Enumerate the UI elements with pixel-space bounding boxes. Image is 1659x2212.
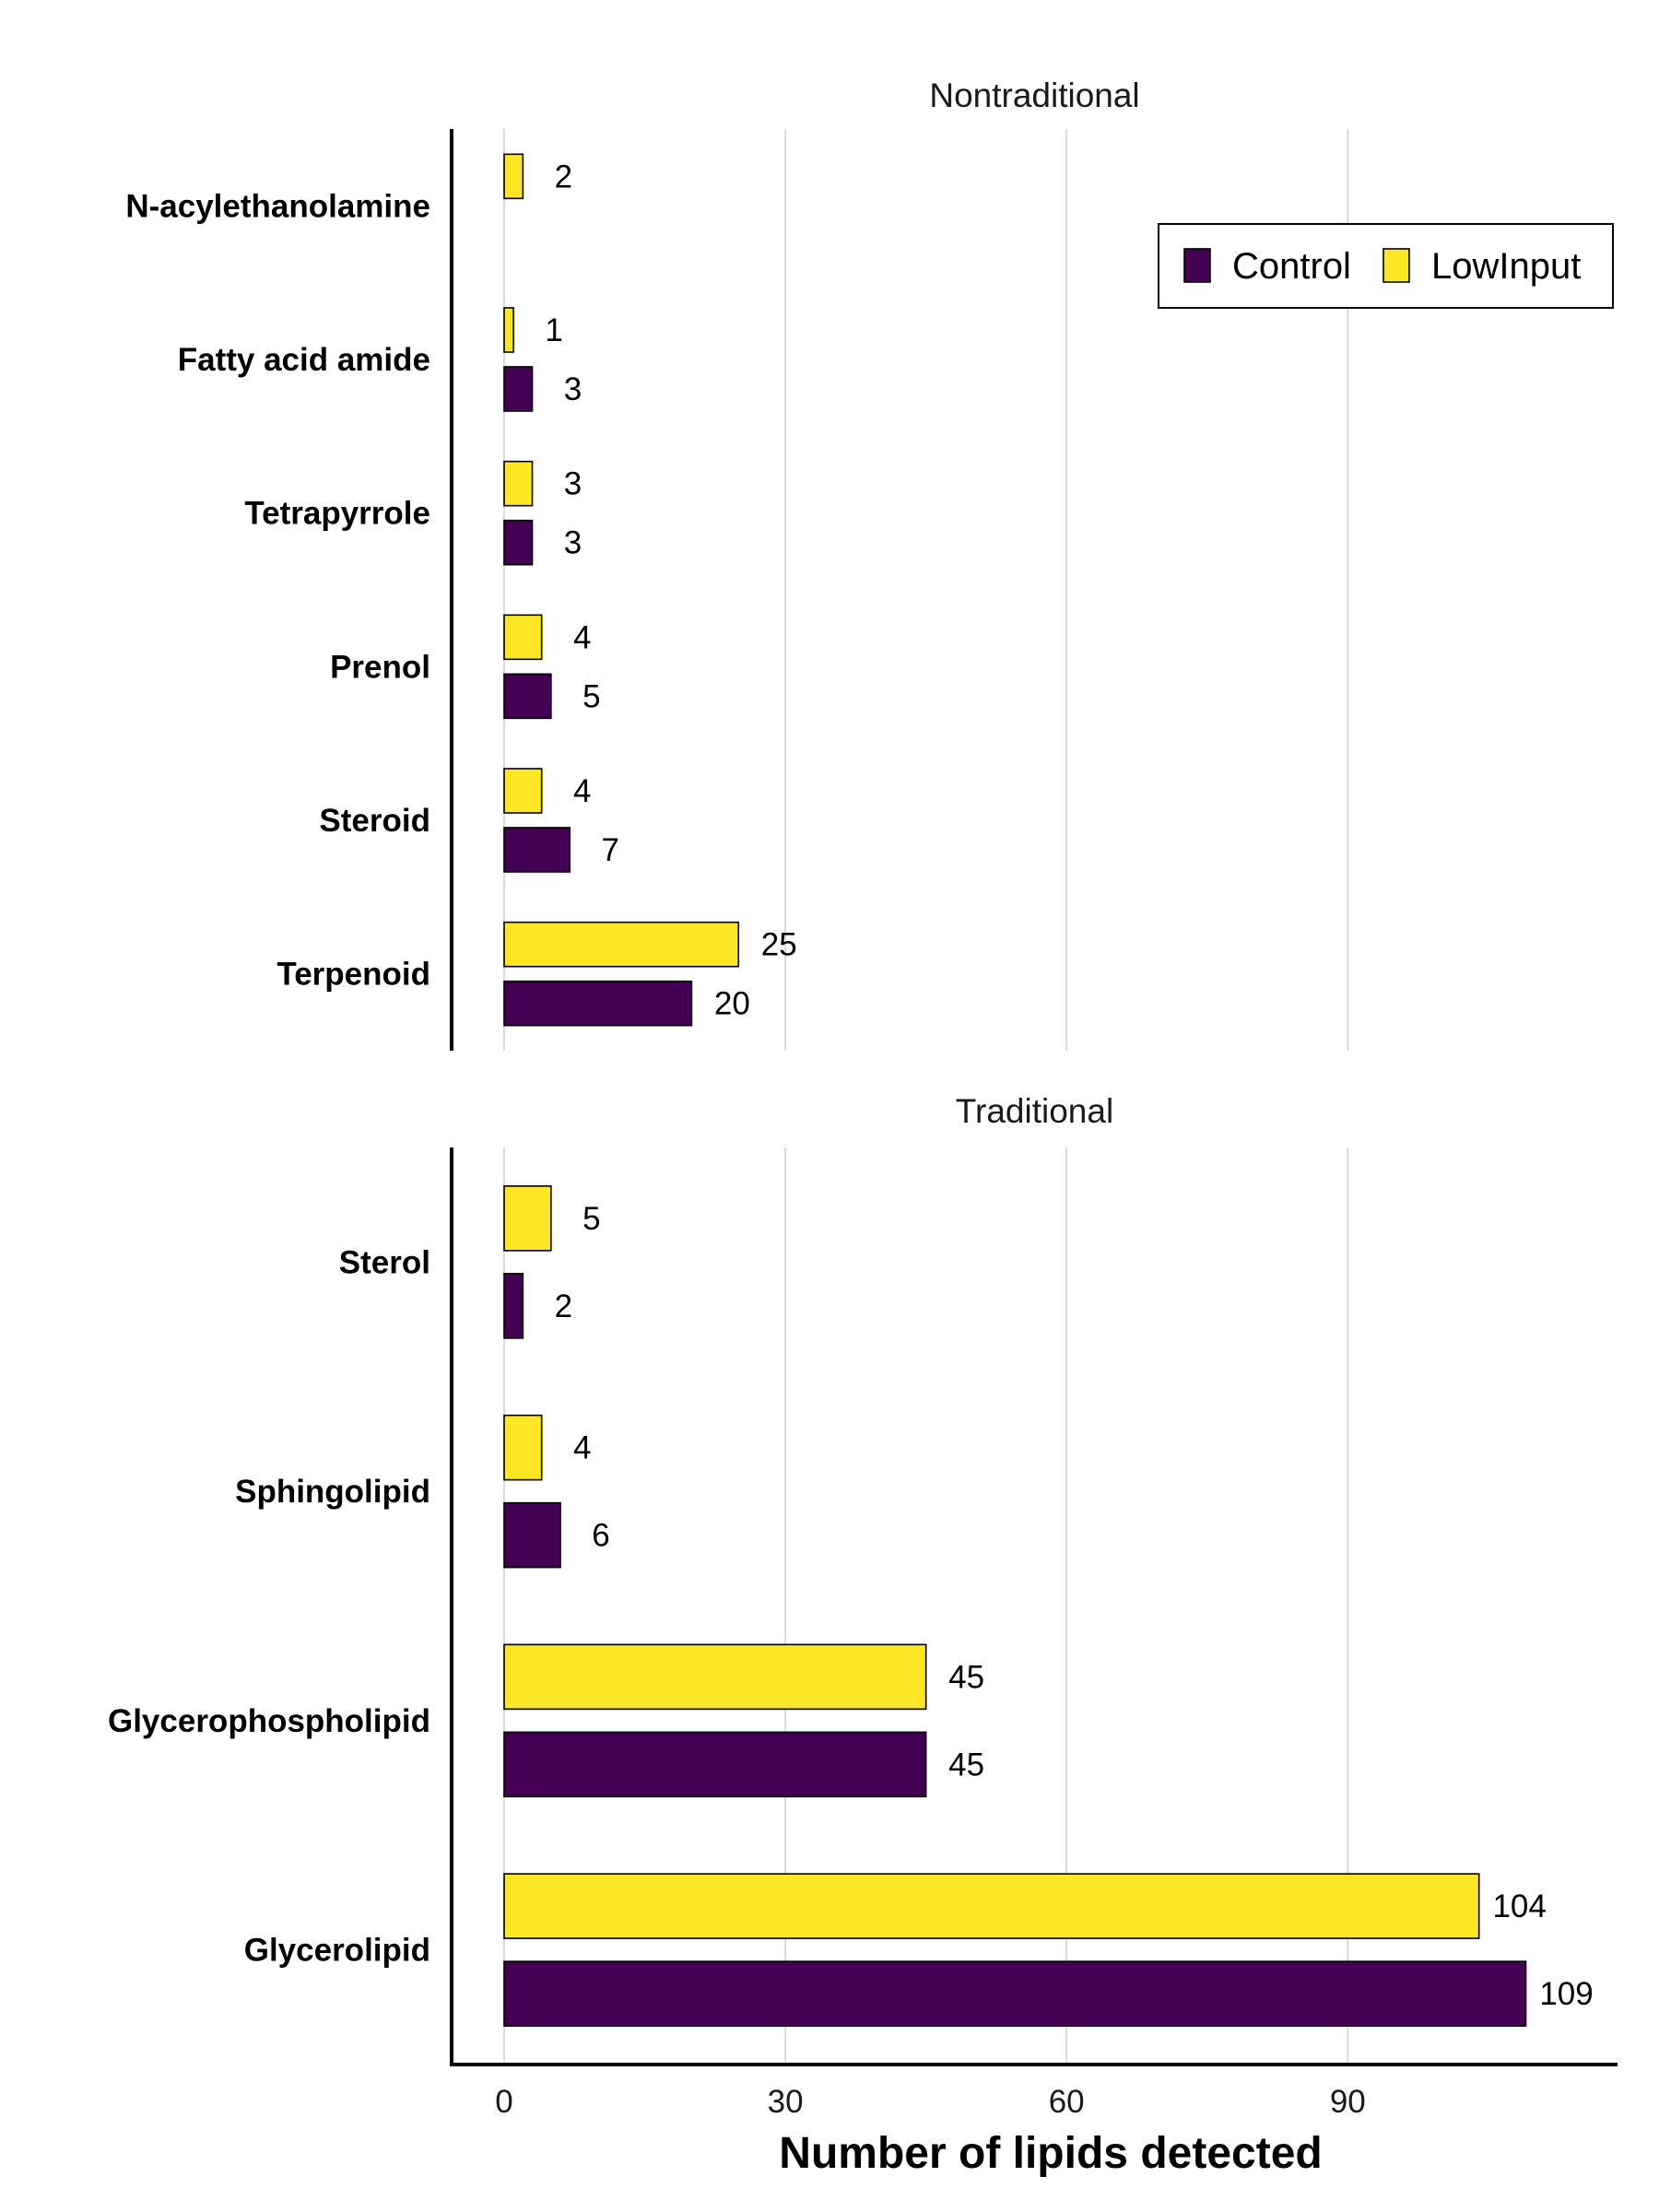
value-label-nontraditional-prenol-control: 5 xyxy=(582,678,600,714)
bar-traditional-sphingolipid-lowinput xyxy=(503,1414,543,1481)
bar-nontraditional-steroid-lowinput xyxy=(503,768,543,814)
value-label-traditional-glycerolipid-control: 109 xyxy=(1539,1976,1593,2012)
value-label-nontraditional-fatty-acid-amide-lowinput: 1 xyxy=(545,312,562,348)
value-label-nontraditional-steroid-control: 7 xyxy=(601,832,618,868)
legend-label-lowinput: LowInput xyxy=(1431,246,1581,287)
legend-swatch-control xyxy=(1183,248,1211,283)
category-label-terpenoid: Terpenoid xyxy=(276,957,430,993)
category-label-fatty-acid-amide: Fatty acid amide xyxy=(178,342,430,378)
bar-traditional-glycerophospholipid-control xyxy=(503,1731,927,1798)
value-label-traditional-glycerophospholipid-lowinput: 45 xyxy=(948,1659,984,1695)
bar-nontraditional-terpenoid-lowinput xyxy=(503,921,740,968)
bar-nontraditional-tetrapyrrole-lowinput xyxy=(503,460,534,507)
category-labels: N-acylethanolamine Fatty acid amide Tetrap… xyxy=(108,188,430,1968)
category-label-sterol: Sterol xyxy=(339,1244,430,1280)
bar-traditional-sphingolipid-control xyxy=(503,1501,561,1569)
panel-title-nontraditional: Nontraditional xyxy=(929,76,1139,114)
x-tick-label-90: 90 xyxy=(1330,2084,1366,2120)
value-label-nontraditional-terpenoid-control: 20 xyxy=(714,986,750,1022)
value-label-nontraditional-n-acylethanolamine-lowinput: 2 xyxy=(555,159,572,194)
legend-swatch-lowinput xyxy=(1382,248,1410,283)
value-label-traditional-sphingolipid-control: 6 xyxy=(592,1518,609,1554)
value-label-traditional-sterol-lowinput: 5 xyxy=(582,1201,600,1237)
bar-nontraditional-prenol-control xyxy=(503,673,552,720)
x-axis-title: Number of lipids detected xyxy=(779,2129,1322,2178)
bar-traditional-glycerophospholipid-lowinput xyxy=(503,1643,927,1711)
bar-nontraditional-terpenoid-control xyxy=(503,980,693,1027)
panel-strips: Nontraditional Traditional xyxy=(929,76,1139,1130)
value-label-nontraditional-tetrapyrrole-control: 3 xyxy=(564,525,582,561)
category-label-n-acylethanolamine: N-acylethanolamine xyxy=(125,188,430,224)
value-label-nontraditional-tetrapyrrole-lowinput: 3 xyxy=(564,466,582,502)
bar-nontraditional-prenol-lowinput xyxy=(503,614,543,661)
x-tick-label-30: 30 xyxy=(768,2084,804,2120)
bar-traditional-glycerolipid-lowinput xyxy=(503,1873,1480,1939)
category-label-prenol: Prenol xyxy=(330,649,430,685)
category-label-sphingolipid: Sphingolipid xyxy=(235,1474,430,1510)
bar-nontraditional-fatty-acid-amide-lowinput xyxy=(503,307,514,353)
x-tick-label-0: 0 xyxy=(495,2084,512,2120)
axes xyxy=(450,129,1618,2066)
value-label-nontraditional-fatty-acid-amide-control: 3 xyxy=(564,371,582,407)
bar-traditional-sterol-control xyxy=(503,1273,524,1339)
x-tick-labels: 0 30 60 90 xyxy=(495,2084,1366,2120)
value-label-nontraditional-prenol-lowinput: 4 xyxy=(573,619,591,655)
bars xyxy=(503,153,1527,2027)
value-label-traditional-glycerophospholipid-control: 45 xyxy=(948,1747,984,1783)
bar-nontraditional-n-acylethanolamine-lowinput xyxy=(503,153,524,200)
value-label-traditional-sterol-control: 2 xyxy=(555,1288,572,1324)
x-tick-label-60: 60 xyxy=(1049,2084,1085,2120)
bar-nontraditional-tetrapyrrole-control xyxy=(503,519,534,566)
category-label-tetrapyrrole: Tetrapyrrole xyxy=(244,496,430,532)
bar-traditional-sterol-lowinput xyxy=(503,1185,552,1252)
category-label-glycerophospholipid: Glycerophospholipid xyxy=(108,1703,430,1739)
value-label-traditional-sphingolipid-lowinput: 4 xyxy=(573,1430,591,1466)
legend: Control LowInput xyxy=(1158,223,1614,309)
legend-label-control: Control xyxy=(1232,246,1351,287)
category-label-steroid: Steroid xyxy=(319,803,430,839)
value-label-nontraditional-steroid-lowinput: 4 xyxy=(573,773,591,809)
category-label-glycerolipid: Glycerolipid xyxy=(244,1933,430,1969)
bar-traditional-glycerolipid-control xyxy=(503,1960,1527,2027)
panel-title-traditional: Traditional xyxy=(956,1092,1113,1130)
bar-nontraditional-steroid-control xyxy=(503,827,571,873)
bar-nontraditional-fatty-acid-amide-control xyxy=(503,366,534,412)
value-label-nontraditional-terpenoid-lowinput: 25 xyxy=(761,927,797,963)
value-label-traditional-glycerolipid-lowinput: 104 xyxy=(1492,1888,1546,1924)
